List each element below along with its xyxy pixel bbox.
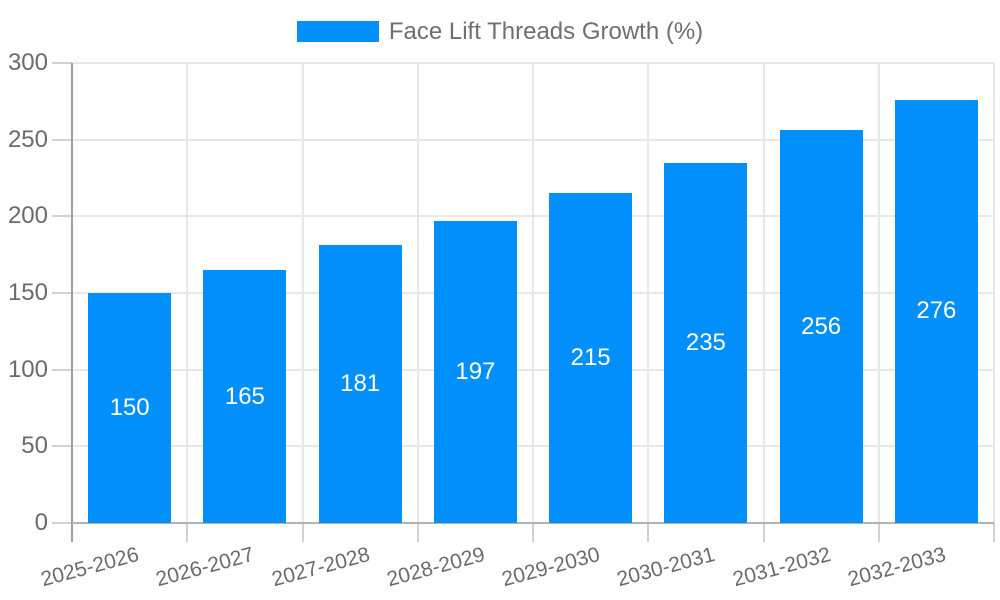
x-axis-tick	[416, 523, 419, 542]
bar-2030-2031[interactable]	[664, 162, 748, 523]
y-axis-tick	[52, 138, 72, 141]
y-axis-tick	[52, 215, 72, 218]
y-axis-tick	[52, 62, 72, 64]
x-axis-tick-label: 2026-2027	[153, 543, 257, 592]
bar-value-label: 256	[801, 312, 842, 340]
bar-2029-2030[interactable]	[549, 193, 633, 523]
x-axis-tick	[301, 523, 304, 542]
bar-value-label: 165	[224, 382, 265, 410]
x-axis-tick-label: 2030-2031	[614, 543, 718, 592]
x-axis-tick-label: 2027-2028	[269, 543, 373, 592]
bar-2028-2029[interactable]	[433, 220, 517, 523]
bar-2026-2027[interactable]	[203, 270, 287, 523]
legend-label: Face Lift Threads Growth (%)	[388, 18, 704, 45]
bar-2025-2026[interactable]	[88, 293, 172, 523]
y-axis-tick	[52, 445, 72, 448]
x-axis-tick	[877, 523, 880, 542]
x-axis-tick-label: 2025-2026	[38, 543, 142, 592]
bar-value-label: 235	[685, 328, 726, 356]
bar-2027-2028[interactable]	[318, 245, 402, 523]
y-axis-tick-label: 50	[21, 432, 48, 460]
bar-value-label: 197	[455, 357, 496, 385]
x-gridline	[877, 63, 880, 523]
x-axis-tick	[993, 523, 995, 542]
bar-value-label: 215	[570, 344, 611, 372]
x-axis-tick-label: 2032-2033	[845, 543, 949, 592]
x-gridline	[647, 63, 650, 523]
y-axis-tick-label: 0	[34, 509, 48, 536]
x-gridline	[532, 63, 534, 523]
x-axis-tick-label: 2028-2029	[384, 543, 488, 592]
legend-swatch	[296, 21, 379, 42]
x-axis-tick	[762, 523, 765, 542]
y-axis-tick	[52, 368, 72, 371]
x-gridline	[416, 63, 419, 523]
y-axis-tick-label: 100	[7, 355, 48, 383]
bar-value-label: 181	[340, 370, 381, 398]
y-axis-tick-label: 300	[7, 49, 48, 76]
x-gridline	[762, 63, 765, 523]
bar-value-label: 276	[916, 297, 957, 325]
x-gridline	[993, 63, 995, 523]
x-axis-tick	[532, 523, 534, 542]
x-axis-line	[72, 522, 994, 524]
y-axis-tick-label: 150	[7, 279, 48, 306]
bar-value-label: 150	[109, 394, 150, 421]
x-axis-tick	[647, 523, 650, 542]
bar-2031-2032[interactable]	[779, 130, 863, 523]
x-axis-tick	[186, 523, 189, 542]
x-gridline	[301, 63, 304, 523]
legend[interactable]: Face Lift Threads Growth (%)	[0, 18, 1000, 45]
y-axis-tick	[52, 522, 72, 524]
y-axis-line	[71, 63, 73, 542]
y-axis-tick-label: 250	[7, 125, 48, 153]
bar-2032-2033[interactable]	[894, 99, 978, 523]
x-axis-tick-label: 2029-2030	[499, 543, 603, 592]
y-axis-tick	[52, 292, 72, 294]
x-axis-tick-label: 2031-2032	[730, 543, 834, 592]
y-axis-tick-label: 200	[7, 202, 48, 230]
x-gridline	[186, 63, 189, 523]
